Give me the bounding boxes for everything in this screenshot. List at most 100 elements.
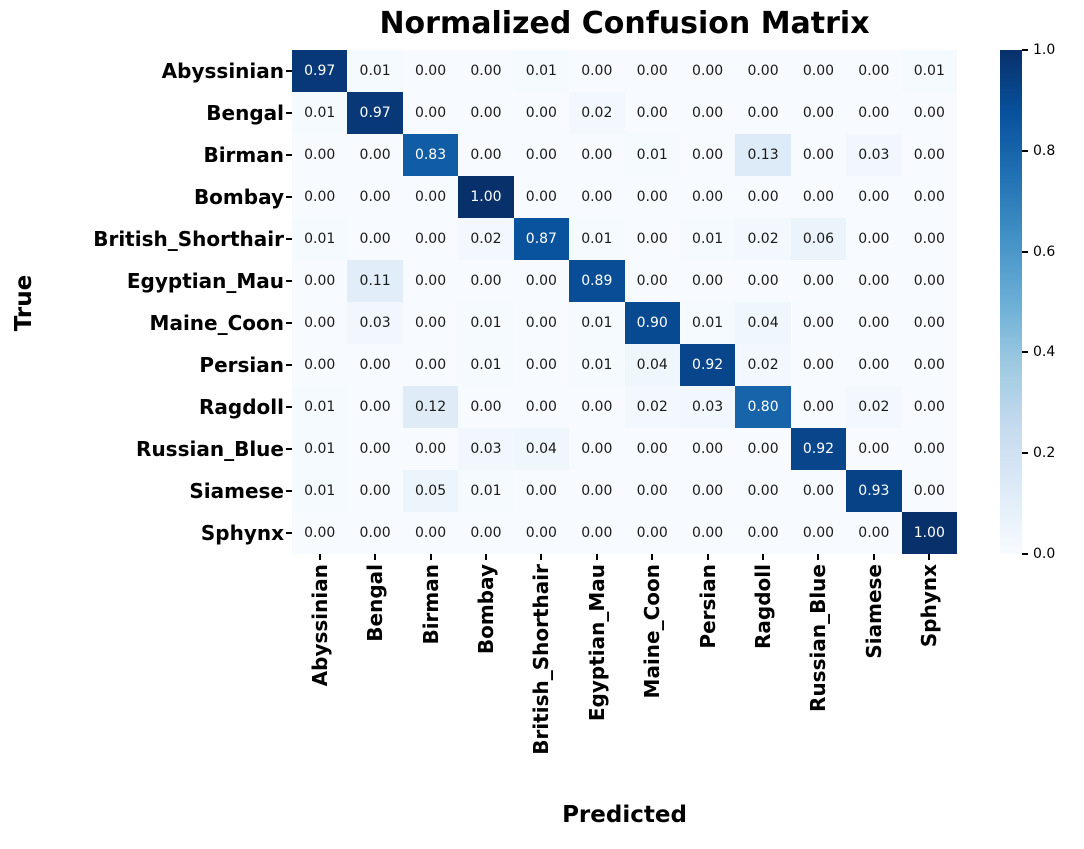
heatmap-cell: 0.12 bbox=[402, 386, 459, 428]
heatmap-cell: 0.83 bbox=[402, 134, 459, 176]
x-tick-label: Siamese bbox=[861, 564, 886, 659]
heatmap-cell: 0.00 bbox=[513, 302, 570, 344]
y-tick-label: Russian_Blue bbox=[136, 437, 284, 461]
heatmap-cell: 0.00 bbox=[624, 470, 680, 512]
heatmap-cell: 0.97 bbox=[292, 50, 348, 92]
colorbar-tick-mark bbox=[1022, 49, 1028, 51]
heatmap-cell: 0.03 bbox=[458, 428, 514, 470]
heatmap-cell: 0.02 bbox=[458, 218, 514, 260]
x-tick-mark bbox=[429, 554, 432, 560]
x-tick-mark bbox=[595, 554, 598, 560]
heatmap-cell: 0.01 bbox=[679, 302, 736, 344]
heatmap-cell: 0.01 bbox=[292, 470, 348, 512]
heatmap-cell: 0.00 bbox=[790, 92, 847, 134]
heatmap-cell: 0.00 bbox=[569, 386, 625, 428]
heatmap-cell: 0.00 bbox=[901, 344, 957, 386]
chart-title: Normalized Confusion Matrix bbox=[379, 6, 870, 41]
heatmap-cell: 0.00 bbox=[735, 260, 791, 302]
heatmap-cell: 0.01 bbox=[458, 344, 514, 386]
x-tick-mark bbox=[374, 554, 377, 560]
heatmap-cell: 0.00 bbox=[790, 344, 847, 386]
heatmap-cell: 0.00 bbox=[569, 176, 625, 218]
heatmap-cell: 0.01 bbox=[347, 50, 403, 92]
heatmap-cell: 0.01 bbox=[458, 470, 514, 512]
heatmap-cell: 0.00 bbox=[569, 50, 625, 92]
heatmap-cell: 0.97 bbox=[347, 92, 403, 134]
heatmap-cell: 0.01 bbox=[569, 344, 625, 386]
heatmap-cell: 0.01 bbox=[569, 218, 625, 260]
heatmap-cell: 0.00 bbox=[458, 92, 514, 134]
heatmap-cell: 0.00 bbox=[402, 512, 459, 554]
heatmap-cell: 0.00 bbox=[569, 470, 625, 512]
heatmap-cell: 0.00 bbox=[790, 134, 847, 176]
heatmap-cell: 0.00 bbox=[790, 50, 847, 92]
heatmap-cell: 0.00 bbox=[735, 50, 791, 92]
heatmap-cell: 0.00 bbox=[735, 470, 791, 512]
colorbar-tick-mark bbox=[1022, 351, 1028, 354]
heatmap-cell: 0.00 bbox=[846, 50, 902, 92]
heatmap-cell: 0.00 bbox=[569, 134, 625, 176]
heatmap-cell: 0.00 bbox=[624, 428, 680, 470]
x-tick-mark bbox=[872, 554, 875, 560]
heatmap-cell: 0.00 bbox=[846, 92, 902, 134]
heatmap-cell: 0.00 bbox=[901, 176, 957, 218]
heatmap-cell: 0.00 bbox=[624, 512, 680, 554]
heatmap-cell: 0.00 bbox=[347, 218, 403, 260]
heatmap-cell: 0.00 bbox=[347, 344, 403, 386]
colorbar-tick-mark bbox=[1022, 553, 1028, 555]
x-tick-label: Maine_Coon bbox=[640, 564, 665, 699]
heatmap-cell: 0.00 bbox=[624, 92, 680, 134]
y-tick-label: Persian bbox=[199, 353, 284, 377]
heatmap-cell: 0.00 bbox=[402, 344, 459, 386]
x-tick-label: Abyssinian bbox=[307, 564, 332, 687]
colorbar-tick-label: 0.0 bbox=[1033, 546, 1056, 562]
heatmap-cell: 0.13 bbox=[735, 134, 791, 176]
x-tick-label: British_Shorthair bbox=[529, 564, 554, 755]
heatmap-cell: 1.00 bbox=[901, 512, 957, 554]
heatmap-cell: 0.00 bbox=[846, 218, 902, 260]
heatmap-cell: 0.00 bbox=[901, 134, 957, 176]
x-tick-mark bbox=[484, 554, 487, 560]
heatmap-cell: 0.00 bbox=[402, 302, 459, 344]
heatmap-cell: 0.00 bbox=[402, 218, 459, 260]
y-tick-label: British_Shorthair bbox=[93, 227, 284, 251]
heatmap-cell: 0.00 bbox=[901, 218, 957, 260]
heatmap-cell: 0.06 bbox=[790, 218, 847, 260]
colorbar-tick-mark bbox=[1022, 452, 1028, 455]
heatmap-cell: 0.00 bbox=[735, 512, 791, 554]
y-tick-label: Birman bbox=[203, 143, 284, 167]
heatmap-cell: 0.00 bbox=[735, 92, 791, 134]
heatmap-cell: 0.11 bbox=[347, 260, 403, 302]
heatmap-cell: 0.00 bbox=[901, 92, 957, 134]
heatmap-cell: 0.01 bbox=[292, 428, 348, 470]
heatmap-cell: 0.00 bbox=[735, 176, 791, 218]
heatmap-cell: 0.00 bbox=[679, 512, 736, 554]
heatmap-cell: 0.00 bbox=[679, 428, 736, 470]
heatmap-cell: 0.02 bbox=[624, 386, 680, 428]
x-tick-mark bbox=[540, 554, 543, 560]
x-tick-label: Bengal bbox=[363, 564, 388, 642]
heatmap-cell: 0.87 bbox=[513, 218, 570, 260]
heatmap-cell: 0.03 bbox=[679, 386, 736, 428]
heatmap-cell: 0.05 bbox=[402, 470, 459, 512]
colorbar-gradient bbox=[1000, 50, 1022, 554]
heatmap-cell: 0.00 bbox=[901, 260, 957, 302]
y-tick-mark bbox=[286, 280, 292, 282]
heatmap-cell: 0.00 bbox=[624, 176, 680, 218]
heatmap-cell: 0.00 bbox=[569, 428, 625, 470]
heatmap-cell: 0.01 bbox=[901, 50, 957, 92]
heatmap-cell: 0.00 bbox=[458, 512, 514, 554]
heatmap-cell: 0.01 bbox=[513, 50, 570, 92]
heatmap-cell: 0.00 bbox=[513, 260, 570, 302]
heatmap-cell: 0.00 bbox=[513, 512, 570, 554]
y-tick-label: Abyssinian bbox=[161, 59, 284, 83]
heatmap-cell: 0.00 bbox=[292, 344, 348, 386]
x-tick-label: Egyptian_Mau bbox=[584, 564, 609, 722]
y-tick-label: Bombay bbox=[193, 185, 284, 209]
heatmap-cell: 0.00 bbox=[347, 512, 403, 554]
heatmap-cell: 0.00 bbox=[624, 50, 680, 92]
x-tick-label: Bombay bbox=[473, 564, 498, 655]
heatmap-cell: 0.00 bbox=[790, 176, 847, 218]
x-tick-label: Russian_Blue bbox=[806, 564, 831, 712]
heatmap-cell: 0.00 bbox=[513, 92, 570, 134]
